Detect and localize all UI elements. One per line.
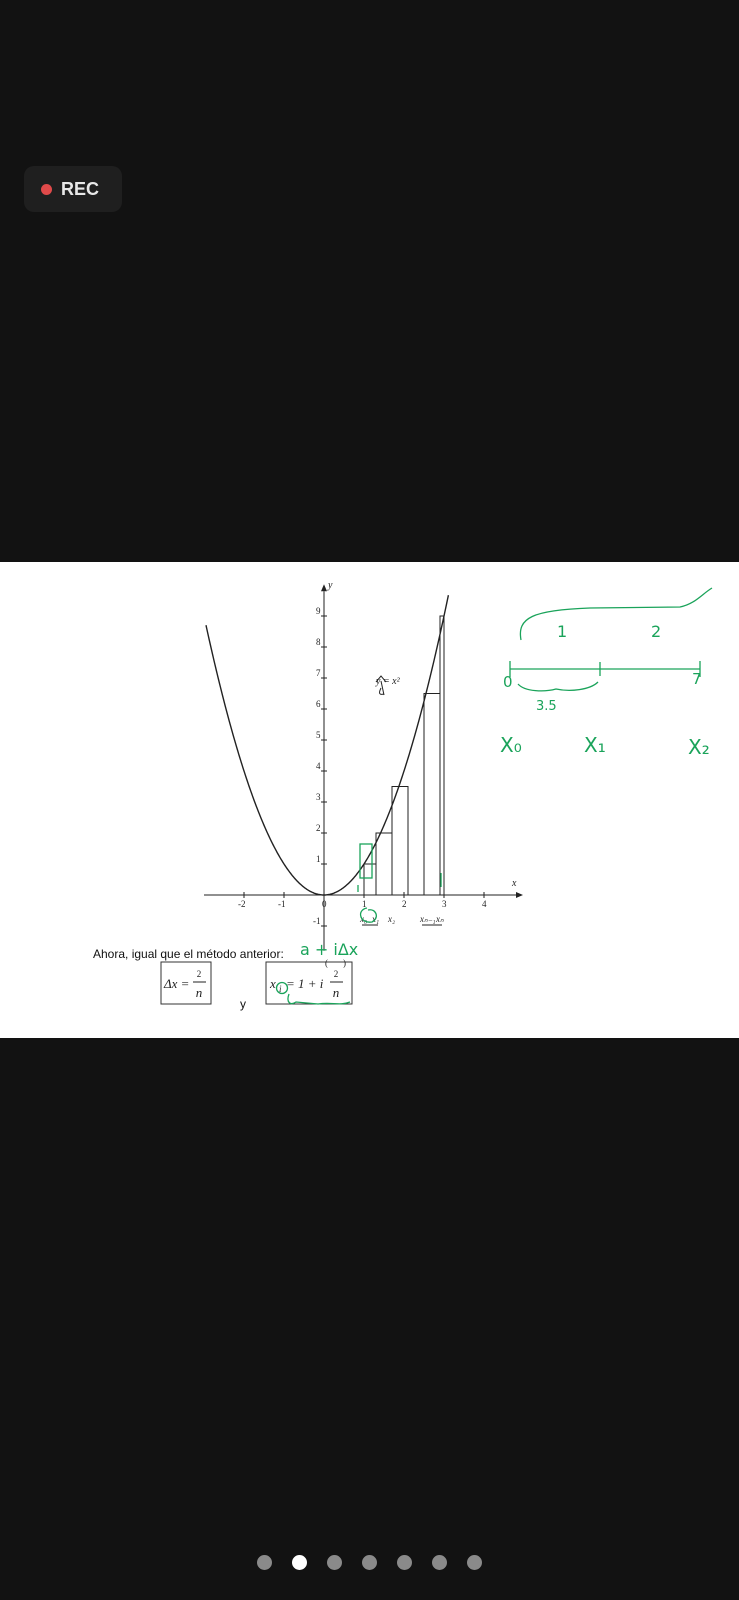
page-indicator [0,1555,739,1570]
formula2-box [265,961,353,1005]
riemann-rectangle [439,615,445,896]
x-tick-label: -1 [278,899,286,909]
formula2-x: x [269,976,276,991]
formula1-denominator: n [196,985,203,1000]
hand-label-x2: X₂ [688,735,710,759]
hand-label-1: 1 [557,622,567,641]
recording-label: REC [61,178,100,199]
page-dot[interactable] [292,1555,307,1570]
hand-formula-text: a + iΔx [300,940,358,959]
hand-label-0: 0 [503,673,513,691]
formula1-box [160,961,212,1005]
recording-indicator: REC [24,166,122,212]
riemann-rectangle [391,786,409,896]
formula1-lhs: Δx = [163,976,189,991]
hand-circle-label [359,907,378,923]
page-dot[interactable] [432,1555,447,1570]
partition-label: xₙ₋₁ [419,914,435,924]
x-tick-label: 4 [482,899,487,909]
y-tick-label: -1 [313,916,321,926]
hand-label-midpoint: 3.5 [536,699,557,714]
y-tick-label: 3 [316,792,321,802]
recording-dot-icon [41,183,52,195]
hand-brace-bottom [517,681,599,692]
handwritten-annotations [275,587,713,1005]
hand-underline-formula [287,993,351,1005]
y-tick-label: 5 [316,730,321,740]
intro-text: Ahora, igual que el método anterior: [93,947,284,961]
curve-label: y = x² [375,676,401,687]
y-tick-label: 9 [316,606,321,616]
y-tick-label: 1 [316,854,321,864]
page-dot[interactable] [397,1555,412,1570]
x-tick-label: -2 [238,899,246,909]
formula2-subscript: i [279,984,282,994]
y-tick-label: 7 [316,668,321,678]
partition-label: xₙ [435,914,444,924]
riemann-rectangle [363,863,377,896]
x-tick-label: 1 [362,899,367,909]
page-dot[interactable] [362,1555,377,1570]
page-dot[interactable] [467,1555,482,1570]
partition-label: x₂ [387,914,395,924]
y-tick-label: 2 [316,823,321,833]
x-tick-label: 0 [322,899,327,909]
hand-brace-top [519,587,713,641]
curve-pointer-curl [379,687,385,695]
x-axis-arrowhead [516,892,523,898]
formula2-left-paren: ( [325,958,328,968]
parabola-curve [205,595,450,896]
riemann-rectangle [375,832,393,896]
connector-text: y [240,997,246,1011]
y-tick-label: 4 [316,761,321,771]
x-tick-label: 3 [442,899,447,909]
y-tick-label: 8 [316,637,321,647]
hand-label-x1: X₁ [584,733,606,757]
y-tick-label: 6 [316,699,321,709]
slide-canvas[interactable]: -2 -1 0 1 2 3 4 -1 1 2 3 4 5 6 7 8 9 x y y = x² x₀ x₁ x₂ xₙ… [0,562,739,1038]
x-tick-label: 2 [402,899,407,909]
hand-label-7: 7 [692,670,702,688]
formula2-mid: = 1 + i [286,976,324,991]
formula2-right-paren: ) [343,958,346,968]
riemann-rectangles [363,615,445,896]
formula1-numerator: 2 [197,969,202,979]
formula2-numerator: 2 [334,969,339,979]
partition-labels: x₀ x₁ x₂ xₙ₋₁ xₙ [359,914,444,926]
formula2-denominator: n [333,985,340,1000]
y-axis-arrowhead [321,584,327,592]
hand-first-rectangle [359,843,373,879]
curve-pointer-arrowhead [375,675,387,683]
hand-label-2: 2 [651,622,661,641]
hand-circle-subscript [275,981,289,995]
x-axis-label: x [511,878,517,889]
hand-label-x0: X₀ [500,733,522,757]
riemann-rectangle [423,693,441,896]
page-dot[interactable] [327,1555,342,1570]
curve-pointer-arrow [380,680,385,696]
page-dot[interactable] [257,1555,272,1570]
y-axis-label: y [327,580,333,591]
